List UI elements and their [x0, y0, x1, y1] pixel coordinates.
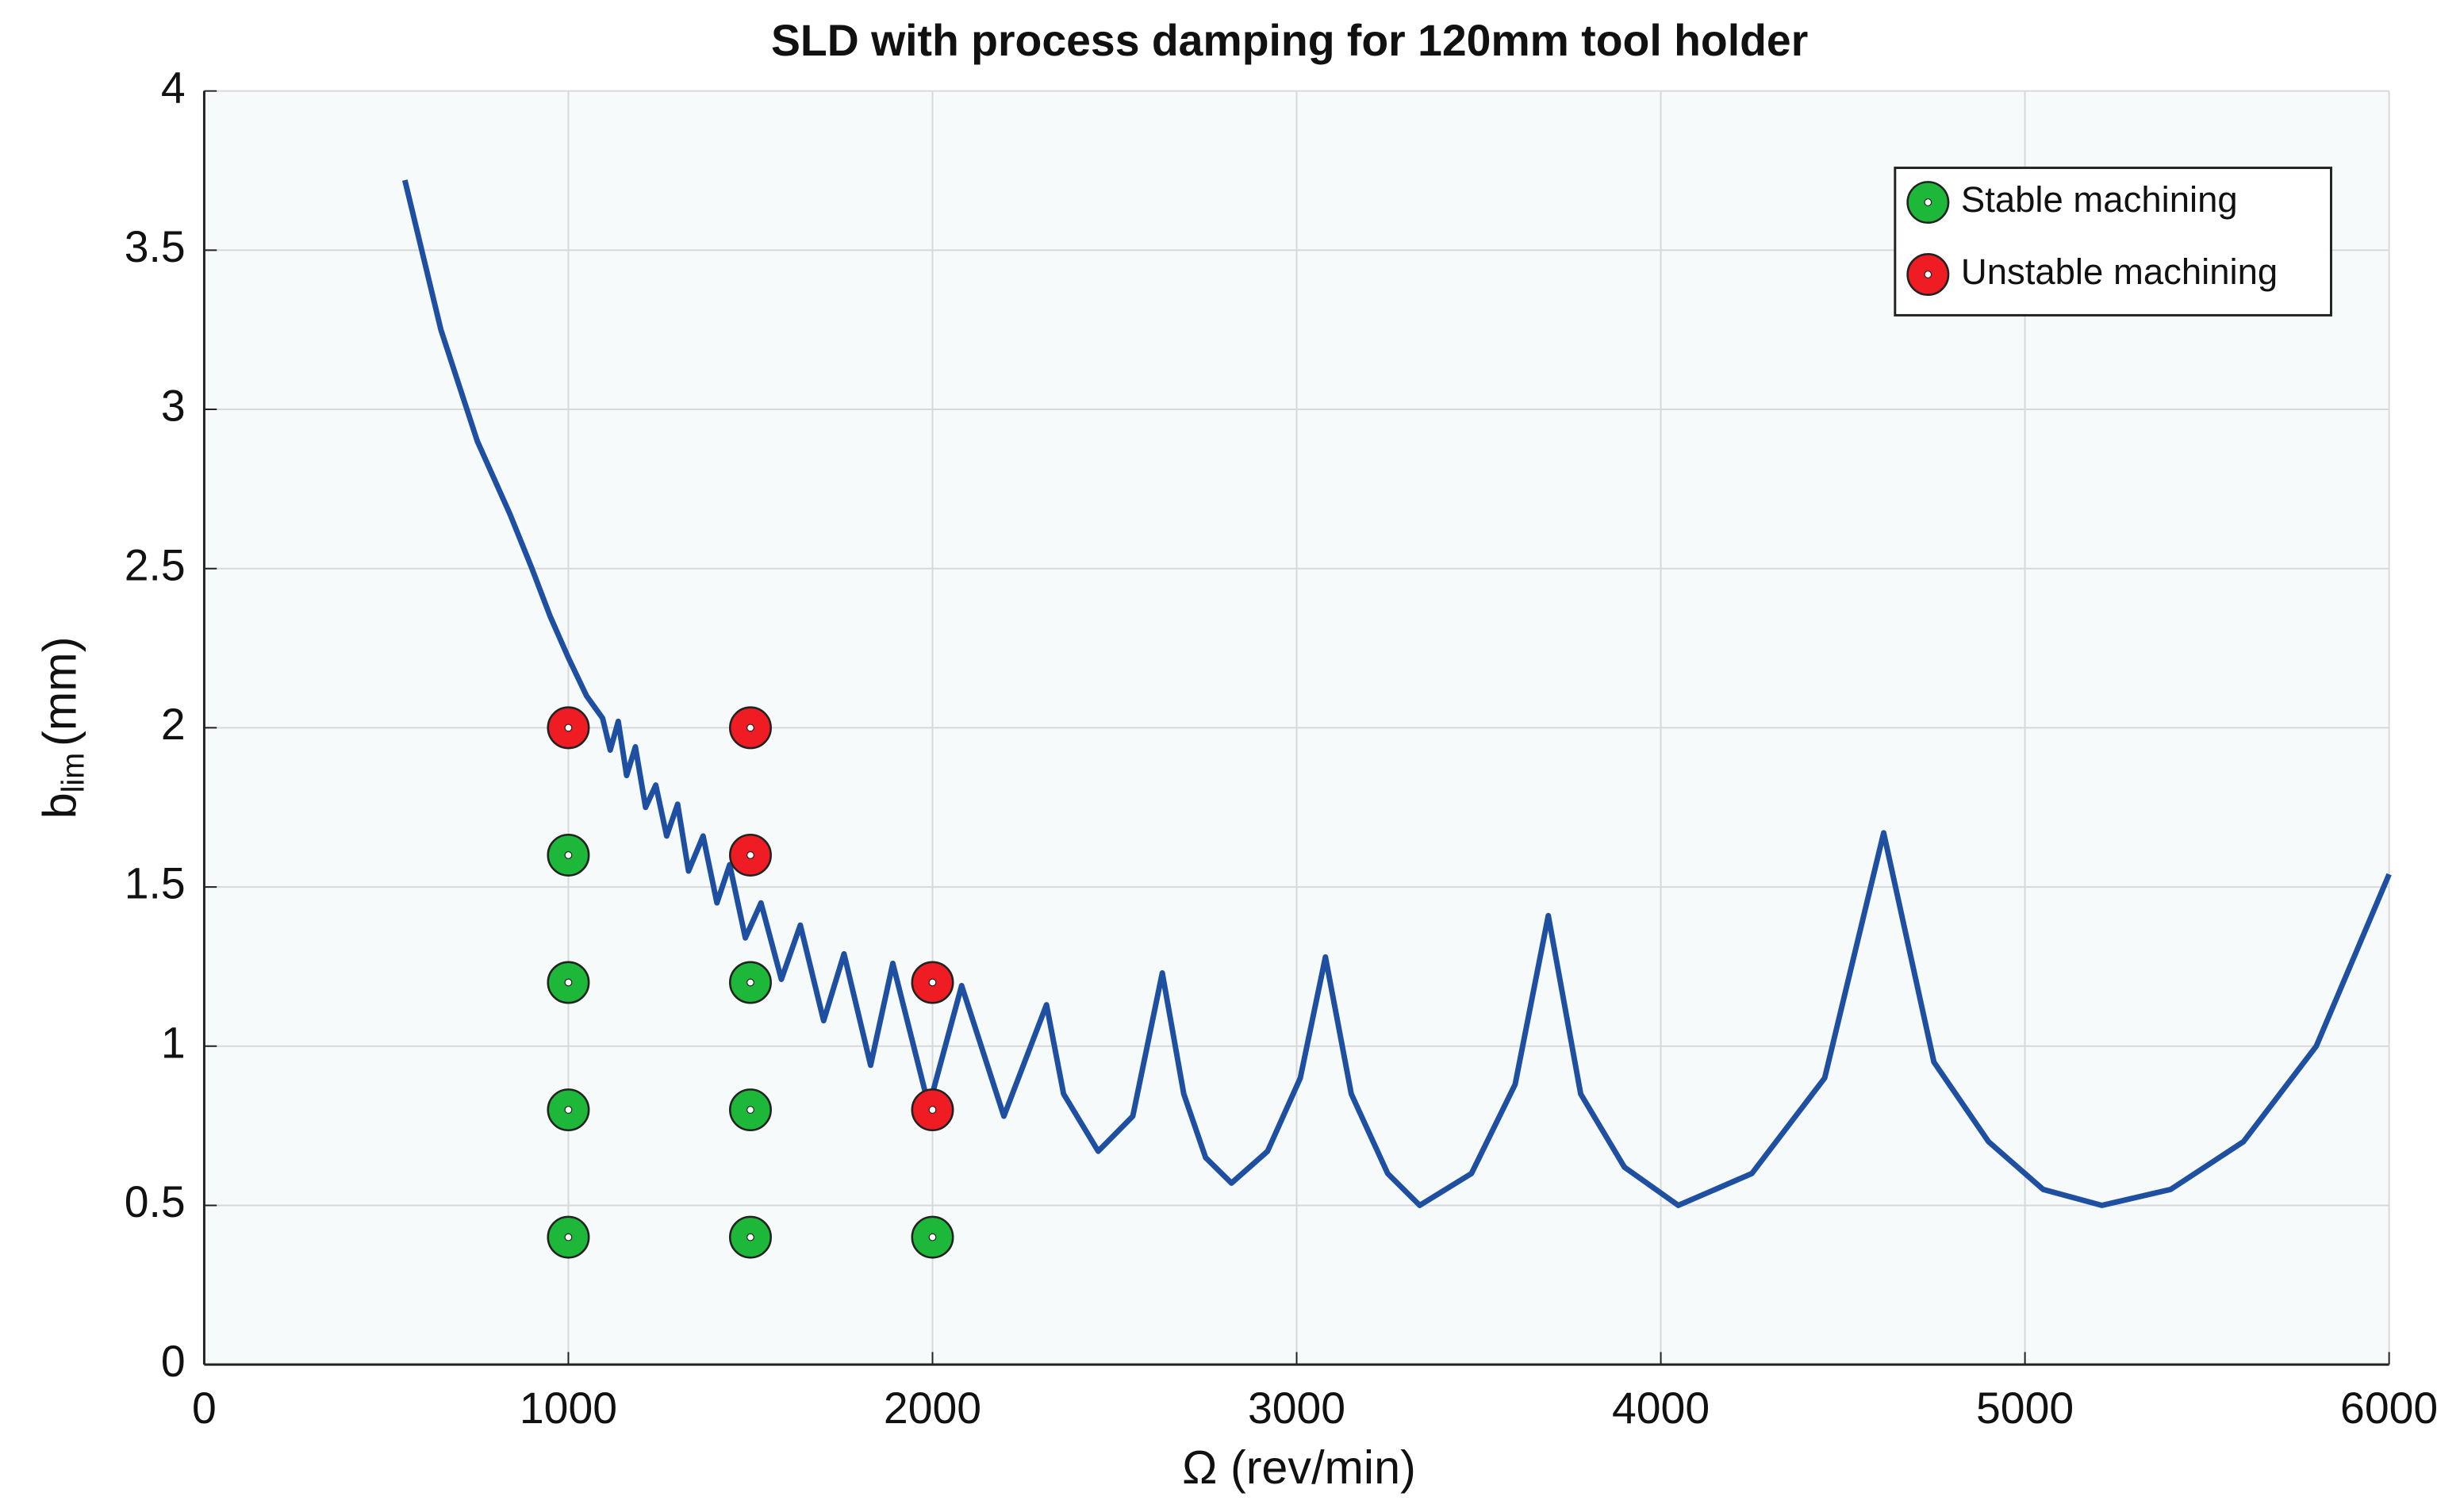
y-tick-label: 3 — [161, 382, 186, 431]
x-tick-label: 3000 — [1248, 1383, 1345, 1433]
point — [728, 706, 772, 750]
marker-center — [564, 723, 573, 732]
point — [728, 1088, 772, 1132]
y-tick-label: 1.5 — [125, 859, 186, 908]
point — [547, 961, 590, 1004]
x-tick-label: 4000 — [1612, 1383, 1710, 1433]
marker-center — [564, 978, 573, 987]
y-tick-label: 0 — [161, 1337, 186, 1386]
marker-center — [564, 1106, 573, 1114]
marker-center — [564, 851, 573, 859]
marker-center — [928, 1106, 937, 1114]
legend-label: Unstable machining — [1961, 251, 2278, 292]
y-axis-label: blim (mm) — [33, 637, 91, 819]
x-axis-label: Ω (rev/min) — [1182, 1441, 1416, 1494]
point — [728, 833, 772, 877]
y-tick-label: 4 — [161, 63, 186, 112]
marker-center — [746, 1106, 754, 1114]
point — [547, 1088, 590, 1132]
point — [911, 1088, 954, 1132]
legend-marker — [1906, 181, 1950, 224]
marker-center — [746, 1233, 754, 1241]
marker-center — [564, 1233, 573, 1241]
point — [911, 961, 954, 1004]
x-tick-label: 6000 — [2340, 1383, 2438, 1433]
marker-center — [928, 1233, 937, 1241]
marker-center — [746, 723, 754, 732]
y-tick-label: 0.5 — [125, 1177, 186, 1226]
legend-marker — [1906, 253, 1950, 296]
point — [911, 1215, 954, 1259]
point — [547, 833, 590, 877]
point — [547, 706, 590, 750]
x-tick-label: 1000 — [520, 1383, 617, 1433]
y-label-unit: (mm) — [33, 637, 86, 746]
x-tick-label: 2000 — [884, 1383, 981, 1433]
legend-label: Stable machining — [1961, 179, 2238, 220]
marker-center — [746, 851, 754, 859]
y-label-sub: lim — [56, 753, 91, 793]
y-tick-label: 2.5 — [125, 540, 186, 589]
point — [547, 1215, 590, 1259]
y-tick-label: 1 — [161, 1018, 186, 1067]
marker-center — [928, 978, 937, 987]
curve — [401, 179, 2392, 1208]
x-tick-label: 0 — [192, 1383, 217, 1433]
y-tick-label: 2 — [161, 700, 186, 749]
chart-title: SLD with process damping for 120mm tool … — [771, 16, 1808, 65]
legend-box — [1894, 167, 2332, 317]
point — [728, 1215, 772, 1259]
marker-center — [1924, 198, 1932, 206]
y-label-base: b — [33, 792, 86, 819]
point — [728, 961, 772, 1004]
marker-center — [1924, 271, 1932, 278]
x-tick-label: 5000 — [1976, 1383, 2074, 1433]
y-tick-label: 3.5 — [125, 222, 186, 271]
marker-center — [746, 978, 754, 987]
